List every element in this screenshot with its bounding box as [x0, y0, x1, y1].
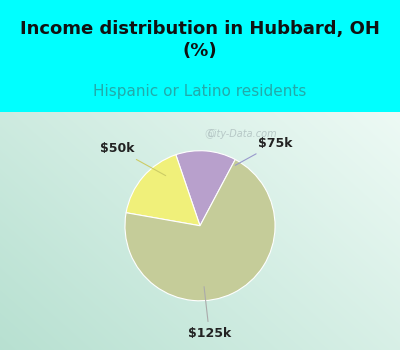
Text: @: @ [204, 129, 214, 139]
Text: Income distribution in Hubbard, OH
(%): Income distribution in Hubbard, OH (%) [20, 20, 380, 60]
Text: Hispanic or Latino residents: Hispanic or Latino residents [93, 84, 307, 99]
Text: $50k: $50k [100, 142, 166, 176]
Wedge shape [176, 151, 235, 226]
Text: City-Data.com: City-Data.com [207, 129, 277, 139]
Wedge shape [125, 160, 275, 301]
Text: $75k: $75k [235, 137, 293, 165]
Wedge shape [126, 155, 200, 226]
Text: $125k: $125k [188, 287, 231, 340]
